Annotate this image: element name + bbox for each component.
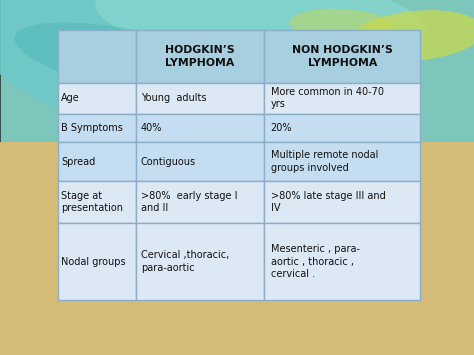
Bar: [264, 83, 420, 114]
Text: Stage at
presentation: Stage at presentation: [61, 191, 123, 213]
Bar: [136, 83, 264, 114]
Bar: [136, 181, 264, 223]
Bar: [264, 181, 420, 223]
Text: 40%: 40%: [141, 123, 163, 133]
Bar: [58, 223, 136, 300]
Text: More common in 40-70
yrs: More common in 40-70 yrs: [271, 87, 383, 109]
Text: B Symptoms: B Symptoms: [61, 123, 123, 133]
Bar: [264, 30, 420, 83]
Text: HODGKIN’S
LYMPHOMA: HODGKIN’S LYMPHOMA: [165, 45, 235, 67]
Text: >80% late stage III and
IV: >80% late stage III and IV: [271, 191, 385, 213]
Bar: [264, 142, 420, 181]
Ellipse shape: [15, 22, 270, 105]
Text: >80%  early stage I
and II: >80% early stage I and II: [141, 191, 237, 213]
Ellipse shape: [95, 0, 426, 64]
Bar: [264, 223, 420, 300]
Bar: [0, 142, 474, 355]
Bar: [58, 142, 136, 181]
Bar: [136, 223, 264, 300]
Text: Nodal groups: Nodal groups: [61, 257, 126, 267]
Bar: [136, 142, 264, 181]
Bar: [136, 114, 264, 142]
Bar: [58, 83, 136, 114]
Ellipse shape: [289, 9, 393, 41]
Ellipse shape: [351, 10, 474, 61]
Ellipse shape: [0, 241, 474, 341]
Text: Spread: Spread: [61, 157, 95, 166]
Bar: [58, 30, 136, 83]
FancyBboxPatch shape: [0, 0, 474, 160]
Bar: [0, 302, 474, 355]
Text: Young  adults: Young adults: [141, 93, 207, 103]
Ellipse shape: [0, 0, 392, 144]
Text: NON HODGKIN’S
LYMPHOMA: NON HODGKIN’S LYMPHOMA: [292, 45, 392, 67]
Bar: [58, 114, 136, 142]
Text: Contiguous: Contiguous: [141, 157, 196, 166]
Bar: [264, 114, 420, 142]
Text: Cervical ,thoracic,
para-aortic: Cervical ,thoracic, para-aortic: [141, 250, 229, 273]
Bar: [136, 30, 264, 83]
Text: Mesenteric , para-
aortic , thoracic ,
cervical .: Mesenteric , para- aortic , thoracic , c…: [271, 244, 360, 279]
Text: 20%: 20%: [271, 123, 292, 133]
Bar: [58, 181, 136, 223]
Text: Multiple remote nodal
groups involved: Multiple remote nodal groups involved: [271, 151, 378, 173]
Text: Age: Age: [61, 93, 80, 103]
